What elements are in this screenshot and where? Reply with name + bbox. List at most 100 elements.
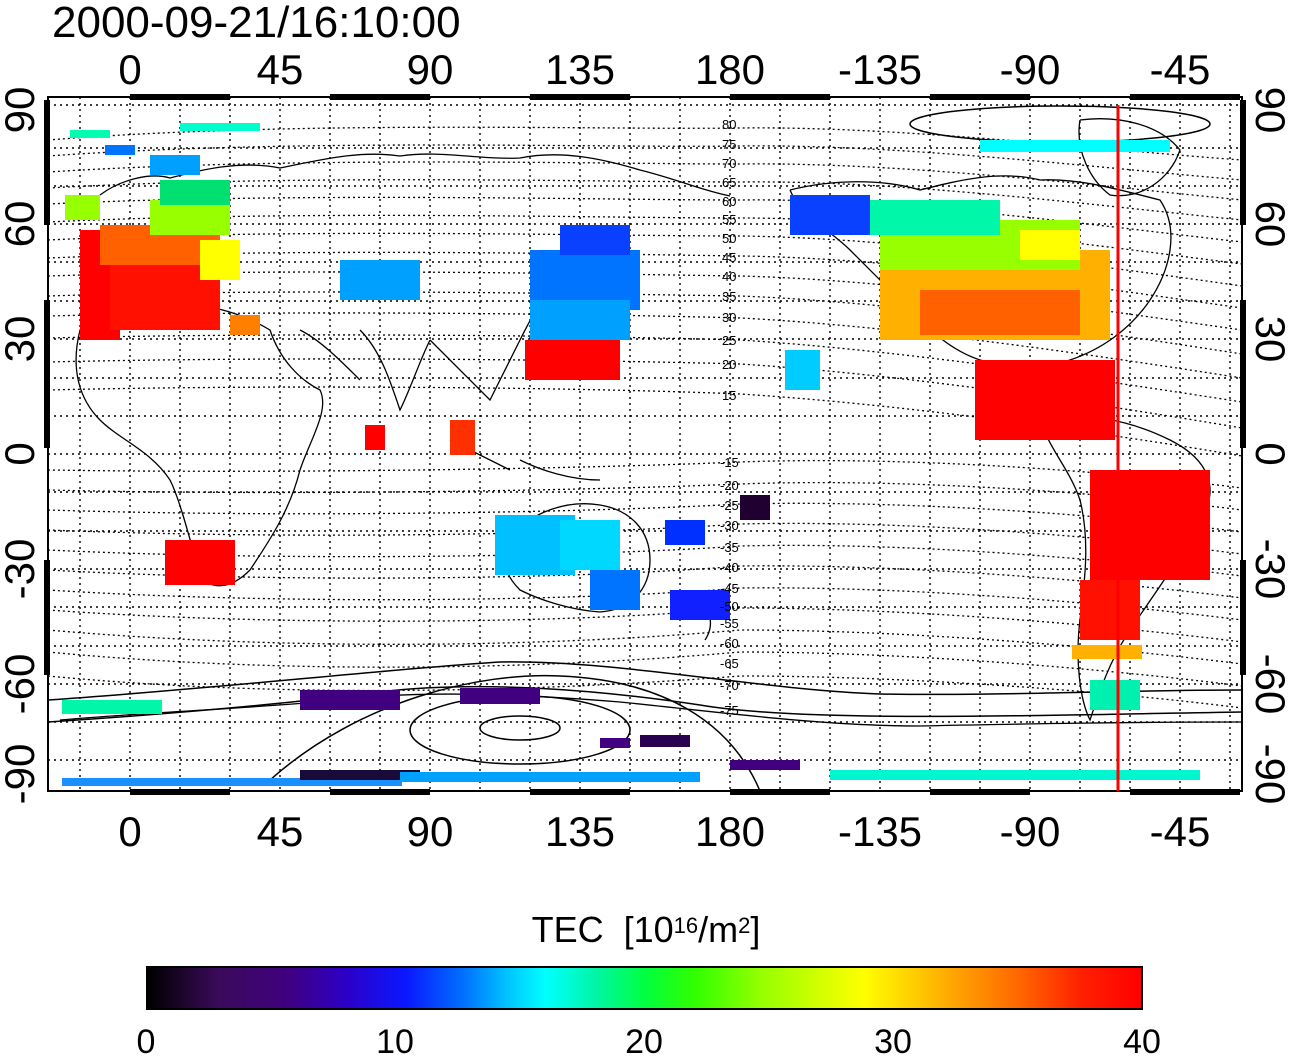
mlat-label: -75 (720, 703, 739, 718)
lon-tick-label: -45 (1150, 808, 1211, 855)
magnetic-latitude-contours (48, 126, 1242, 709)
lat-tick-label: -90 (0, 744, 43, 805)
map-title: 2000-09-21/16:10:00 (52, 0, 461, 47)
colorbar-unit-mid: /m (698, 909, 739, 950)
mlat-label: -15 (720, 455, 739, 470)
lon-tick-label: 135 (545, 46, 615, 93)
tec-patch (62, 778, 402, 786)
colorbar-quantity: TEC (531, 909, 604, 950)
tec-patch (560, 520, 620, 570)
tec-patch (1072, 645, 1142, 659)
mlat-label: -40 (720, 560, 739, 575)
tec-patch (165, 540, 235, 585)
colorbar-title: TEC [1016/m2] (0, 908, 1292, 952)
tec-patch (150, 155, 200, 175)
tec-patch (400, 772, 700, 782)
mlat-label: -50 (720, 599, 739, 614)
mlat-labels-north: 80 75 70 65 60 55 50 45 40 35 30 25 20 1… (722, 117, 736, 403)
lon-ticks-top: 0 45 90 135 180 -135 -90 -45 (118, 46, 1210, 93)
tec-patch (1080, 580, 1140, 640)
mlat-label: 75 (722, 137, 736, 152)
tec-patch (670, 590, 730, 620)
mlat-label: -60 (720, 636, 739, 651)
tec-patch (450, 420, 475, 455)
mlat-label: 70 (722, 156, 736, 171)
tec-patch (160, 180, 230, 205)
mlat-label: -30 (720, 518, 739, 533)
mlat-label: 30 (722, 310, 736, 325)
lon-tick-label: 45 (257, 46, 304, 93)
tec-patch (1090, 470, 1210, 580)
mlat-label: -45 (720, 581, 739, 596)
tec-patch (150, 200, 230, 235)
colorbar-unit-exponent: 16 (673, 913, 699, 938)
tec-patch (730, 760, 800, 770)
tec-patch (530, 300, 630, 340)
mlat-label: -70 (720, 678, 739, 693)
mlat-labels-south: -15 -20 -25 -30 -35 -40 -45 -50 -55 -60 … (720, 455, 739, 718)
tec-patch (560, 225, 630, 255)
mlat-label: 20 (722, 357, 736, 372)
tec-patch (105, 145, 135, 155)
tec-patch (830, 770, 1200, 780)
tec-patch (980, 140, 1170, 152)
lat-ticks-left: 90 60 30 0 -30 -60 -90 (0, 87, 43, 805)
tec-patch (790, 195, 870, 235)
mlat-label: -65 (720, 656, 739, 671)
tec-patch (1020, 230, 1080, 260)
lat-tick-label: 90 (1247, 87, 1292, 134)
tec-patch (740, 495, 770, 520)
lat-ticks-right: 90 60 30 0 -30 -60 -90 (1247, 87, 1292, 805)
tec-patch (975, 360, 1115, 440)
tec-patch (590, 570, 640, 610)
mlat-label: 50 (722, 231, 736, 246)
mlat-label: 40 (722, 269, 736, 284)
lat-tick-label: 60 (1247, 201, 1292, 248)
lon-tick-label: 0 (118, 808, 141, 855)
lat-tick-label: -90 (1247, 744, 1292, 805)
tec-patch (65, 195, 100, 220)
lon-tick-label: -45 (1150, 46, 1211, 93)
lat-tick-label: -30 (0, 539, 43, 600)
colorbar-tick-label: 10 (376, 1023, 414, 1061)
lat-tick-label: -30 (1247, 539, 1292, 600)
tec-patch (640, 735, 690, 747)
lat-tick-label: 0 (0, 442, 43, 465)
lat-tick-label: 90 (0, 87, 43, 134)
lon-tick-label: 135 (545, 808, 615, 855)
mlat-label: 35 (722, 289, 736, 304)
mlat-label: 60 (722, 194, 736, 209)
colorbar-unit-prefix: [10 (623, 909, 674, 950)
lon-tick-label: 180 (695, 808, 765, 855)
lon-tick-label: -90 (1000, 46, 1061, 93)
mlat-label: 80 (722, 117, 736, 132)
tec-patch (850, 200, 1000, 235)
colorbar-unit-suffix: ] (750, 909, 761, 950)
tec-patch (300, 770, 420, 780)
lon-ticks-bottom: 0 45 90 135 180 -135 -90 -45 (118, 808, 1210, 855)
tec-patch (365, 425, 385, 450)
mlat-label: 45 (722, 250, 736, 265)
map-frame (47, 96, 1243, 792)
colorbar-unit-exponent2: 2 (738, 913, 751, 938)
colorbar-tick-label: 0 (136, 1023, 156, 1061)
polar-contours (48, 105, 1242, 791)
lat-tick-label: 30 (1247, 316, 1292, 363)
tec-patch (300, 690, 400, 710)
tec-world-map: 80 75 70 65 60 55 50 45 40 35 30 25 20 1… (0, 46, 1292, 855)
lon-tick-label: -135 (838, 808, 922, 855)
tec-patch (62, 700, 162, 714)
tec-patch (230, 315, 260, 335)
tec-patch (920, 290, 1080, 335)
colorbar-tick-label: 40 (1123, 1023, 1161, 1061)
lon-tick-label: -90 (1000, 808, 1061, 855)
lat-tick-label: 60 (0, 201, 43, 248)
lon-tick-label: 45 (257, 808, 304, 855)
lon-tick-label: 180 (695, 46, 765, 93)
mlat-label: 25 (722, 333, 736, 348)
lat-tick-label: -60 (1247, 654, 1292, 715)
lat-tick-label: 0 (1247, 442, 1292, 465)
lat-tick-label: -60 (0, 654, 43, 715)
lon-tick-label: 90 (407, 46, 454, 93)
colorbar-tick-label: 20 (625, 1023, 663, 1061)
